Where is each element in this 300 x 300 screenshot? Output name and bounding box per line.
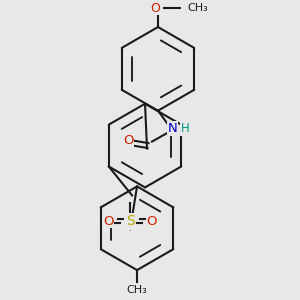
Text: O: O xyxy=(103,215,113,228)
Text: N: N xyxy=(168,122,178,135)
Text: O: O xyxy=(150,2,160,15)
Text: CH₃: CH₃ xyxy=(127,285,147,295)
Text: O: O xyxy=(147,215,157,228)
Text: CH₃: CH₃ xyxy=(188,3,208,13)
Text: H: H xyxy=(181,122,189,135)
Text: S: S xyxy=(126,214,134,228)
Text: O: O xyxy=(123,134,133,147)
